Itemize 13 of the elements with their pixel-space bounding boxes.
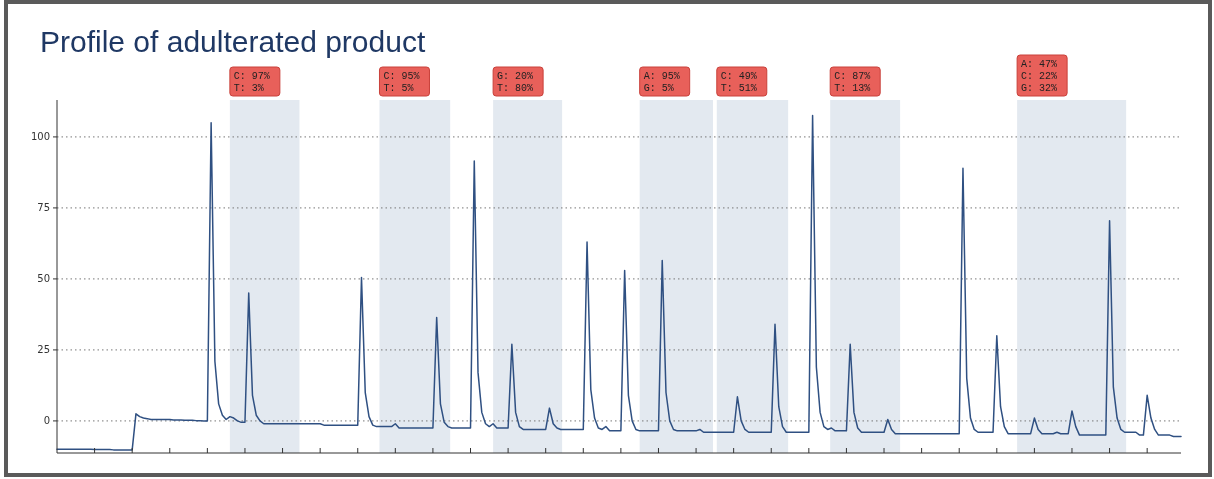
text: A: 95% G: 5% [643,71,680,94]
text: A: 47% C: 22% G: 32% [1021,59,1058,94]
y-tick-label: 0 [43,415,50,427]
text: C: 95% T: 5% [383,71,420,94]
y-tick-label: 25 [37,344,50,356]
text: C: 87% T: 13% [834,71,871,94]
y-tick-label: 50 [37,273,50,285]
chart-title: Profile of adulterated product [40,25,426,58]
text: C: 97% T: 3% [233,71,270,94]
text: G: 20% T: 80% [497,71,534,94]
y-tick-label: 100 [30,131,50,143]
text: C: 49% T: 51% [720,71,757,94]
y-tick-label: 75 [37,202,50,214]
